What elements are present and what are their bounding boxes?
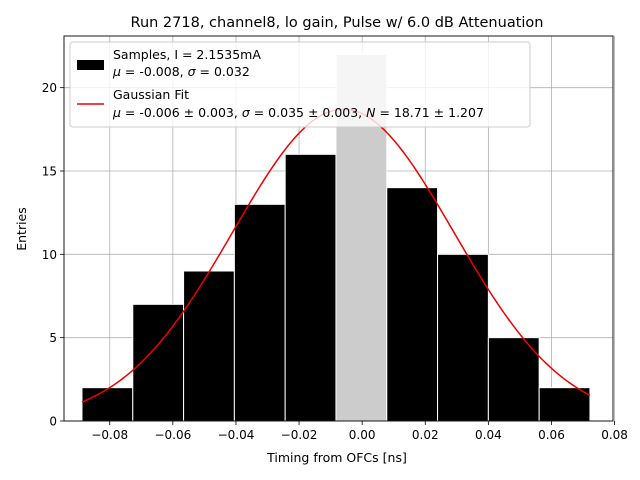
x-tick-label: −0.08	[91, 428, 128, 442]
legend-fit-line1: Gaussian Fit	[113, 87, 189, 102]
y-tick-label: 15	[42, 165, 57, 179]
legend-fit-mu-symbol: μ	[112, 105, 121, 120]
legend-samples-sigma-symbol: σ	[188, 64, 197, 79]
y-tick-label: 20	[42, 81, 57, 95]
legend-fit-sigma-symbol: σ	[242, 105, 251, 120]
chart-title: Run 2718, channel8, lo gain, Pulse w/ 6.…	[131, 15, 544, 31]
x-tick-label: −0.02	[281, 428, 318, 442]
histogram-bar	[183, 270, 235, 422]
y-tick-label: 0	[49, 415, 57, 429]
y-tick-label: 5	[49, 331, 57, 345]
legend-box	[69, 41, 531, 128]
histogram-bar	[386, 187, 439, 422]
histogram-bar	[233, 203, 286, 422]
legend-fit-mu-value: = -0.006 ± 0.003,	[121, 105, 242, 120]
x-tick-label: 0.04	[475, 428, 502, 442]
y-axis-ticks: 0 5 10 15 20	[42, 81, 64, 429]
histogram-bar	[487, 337, 540, 422]
legend-fit-sigma-value: = 0.035 ± 0.003,	[250, 105, 366, 120]
y-axis-label: Entries	[14, 207, 29, 251]
legend-samples-mu-value: = -0.008,	[121, 64, 188, 79]
legend-samples-mu-symbol: μ	[112, 64, 121, 79]
y-tick-label: 10	[42, 248, 57, 262]
x-tick-label: −0.06	[154, 428, 191, 442]
x-tick-label: 0.00	[349, 428, 376, 442]
axes-frame	[63, 35, 614, 422]
x-tick-label: 0.08	[601, 428, 628, 442]
legend-samples-line2: μ = -0.008, σ = 0.032	[112, 64, 250, 79]
histogram-bar	[284, 153, 337, 422]
legend: Samples, I = 2.1535mA μ = -0.008, σ = 0.…	[69, 41, 531, 128]
histogram-bar	[437, 253, 489, 422]
x-axis-label: Timing from OFCs [ns]	[266, 450, 407, 465]
legend-samples-line1: Samples, I = 2.1535mA	[113, 47, 261, 62]
legend-fit-line2: μ = -0.006 ± 0.003, σ = 0.035 ± 0.003, N…	[112, 105, 484, 120]
legend-swatch-samples	[77, 60, 104, 70]
x-axis-ticks: −0.08 −0.06 −0.04 −0.02 0.00 0.02 0.04 0.06 0.08	[91, 421, 628, 442]
legend-fit-n-symbol: N	[366, 105, 376, 120]
legend-samples-sigma-value: = 0.032	[196, 64, 250, 79]
x-tick-label: 0.02	[412, 428, 439, 442]
x-tick-label: −0.04	[218, 428, 255, 442]
histogram-bar	[81, 387, 134, 422]
x-tick-label: 0.06	[538, 428, 565, 442]
histogram-bar	[538, 387, 591, 422]
legend-fit-n-value: = 18.71 ± 1.207	[375, 105, 483, 120]
